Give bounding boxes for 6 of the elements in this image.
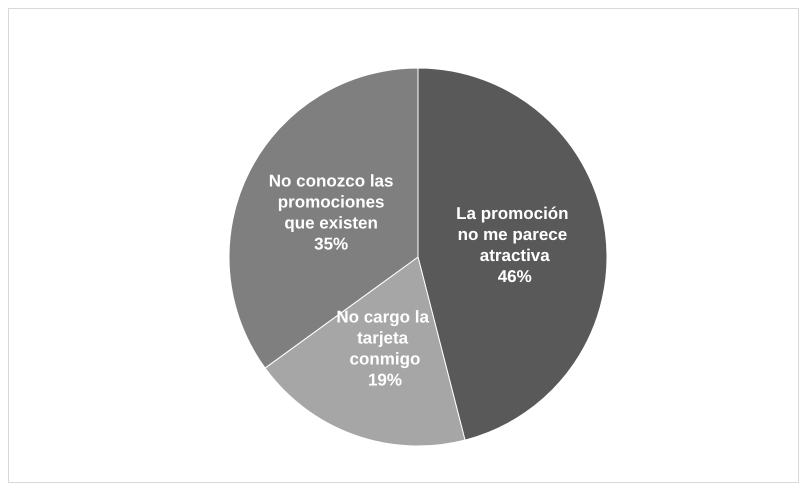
data-label: 35% [314, 234, 348, 254]
slice-label: No cargo la tarjeta conmigo [336, 308, 434, 369]
data-label: 19% [368, 370, 402, 390]
slice-label: No conozco las promociones que existen [268, 172, 394, 233]
data-label: 46% [498, 266, 532, 286]
slice-label: La promoción no me parece atractiva [456, 204, 574, 265]
